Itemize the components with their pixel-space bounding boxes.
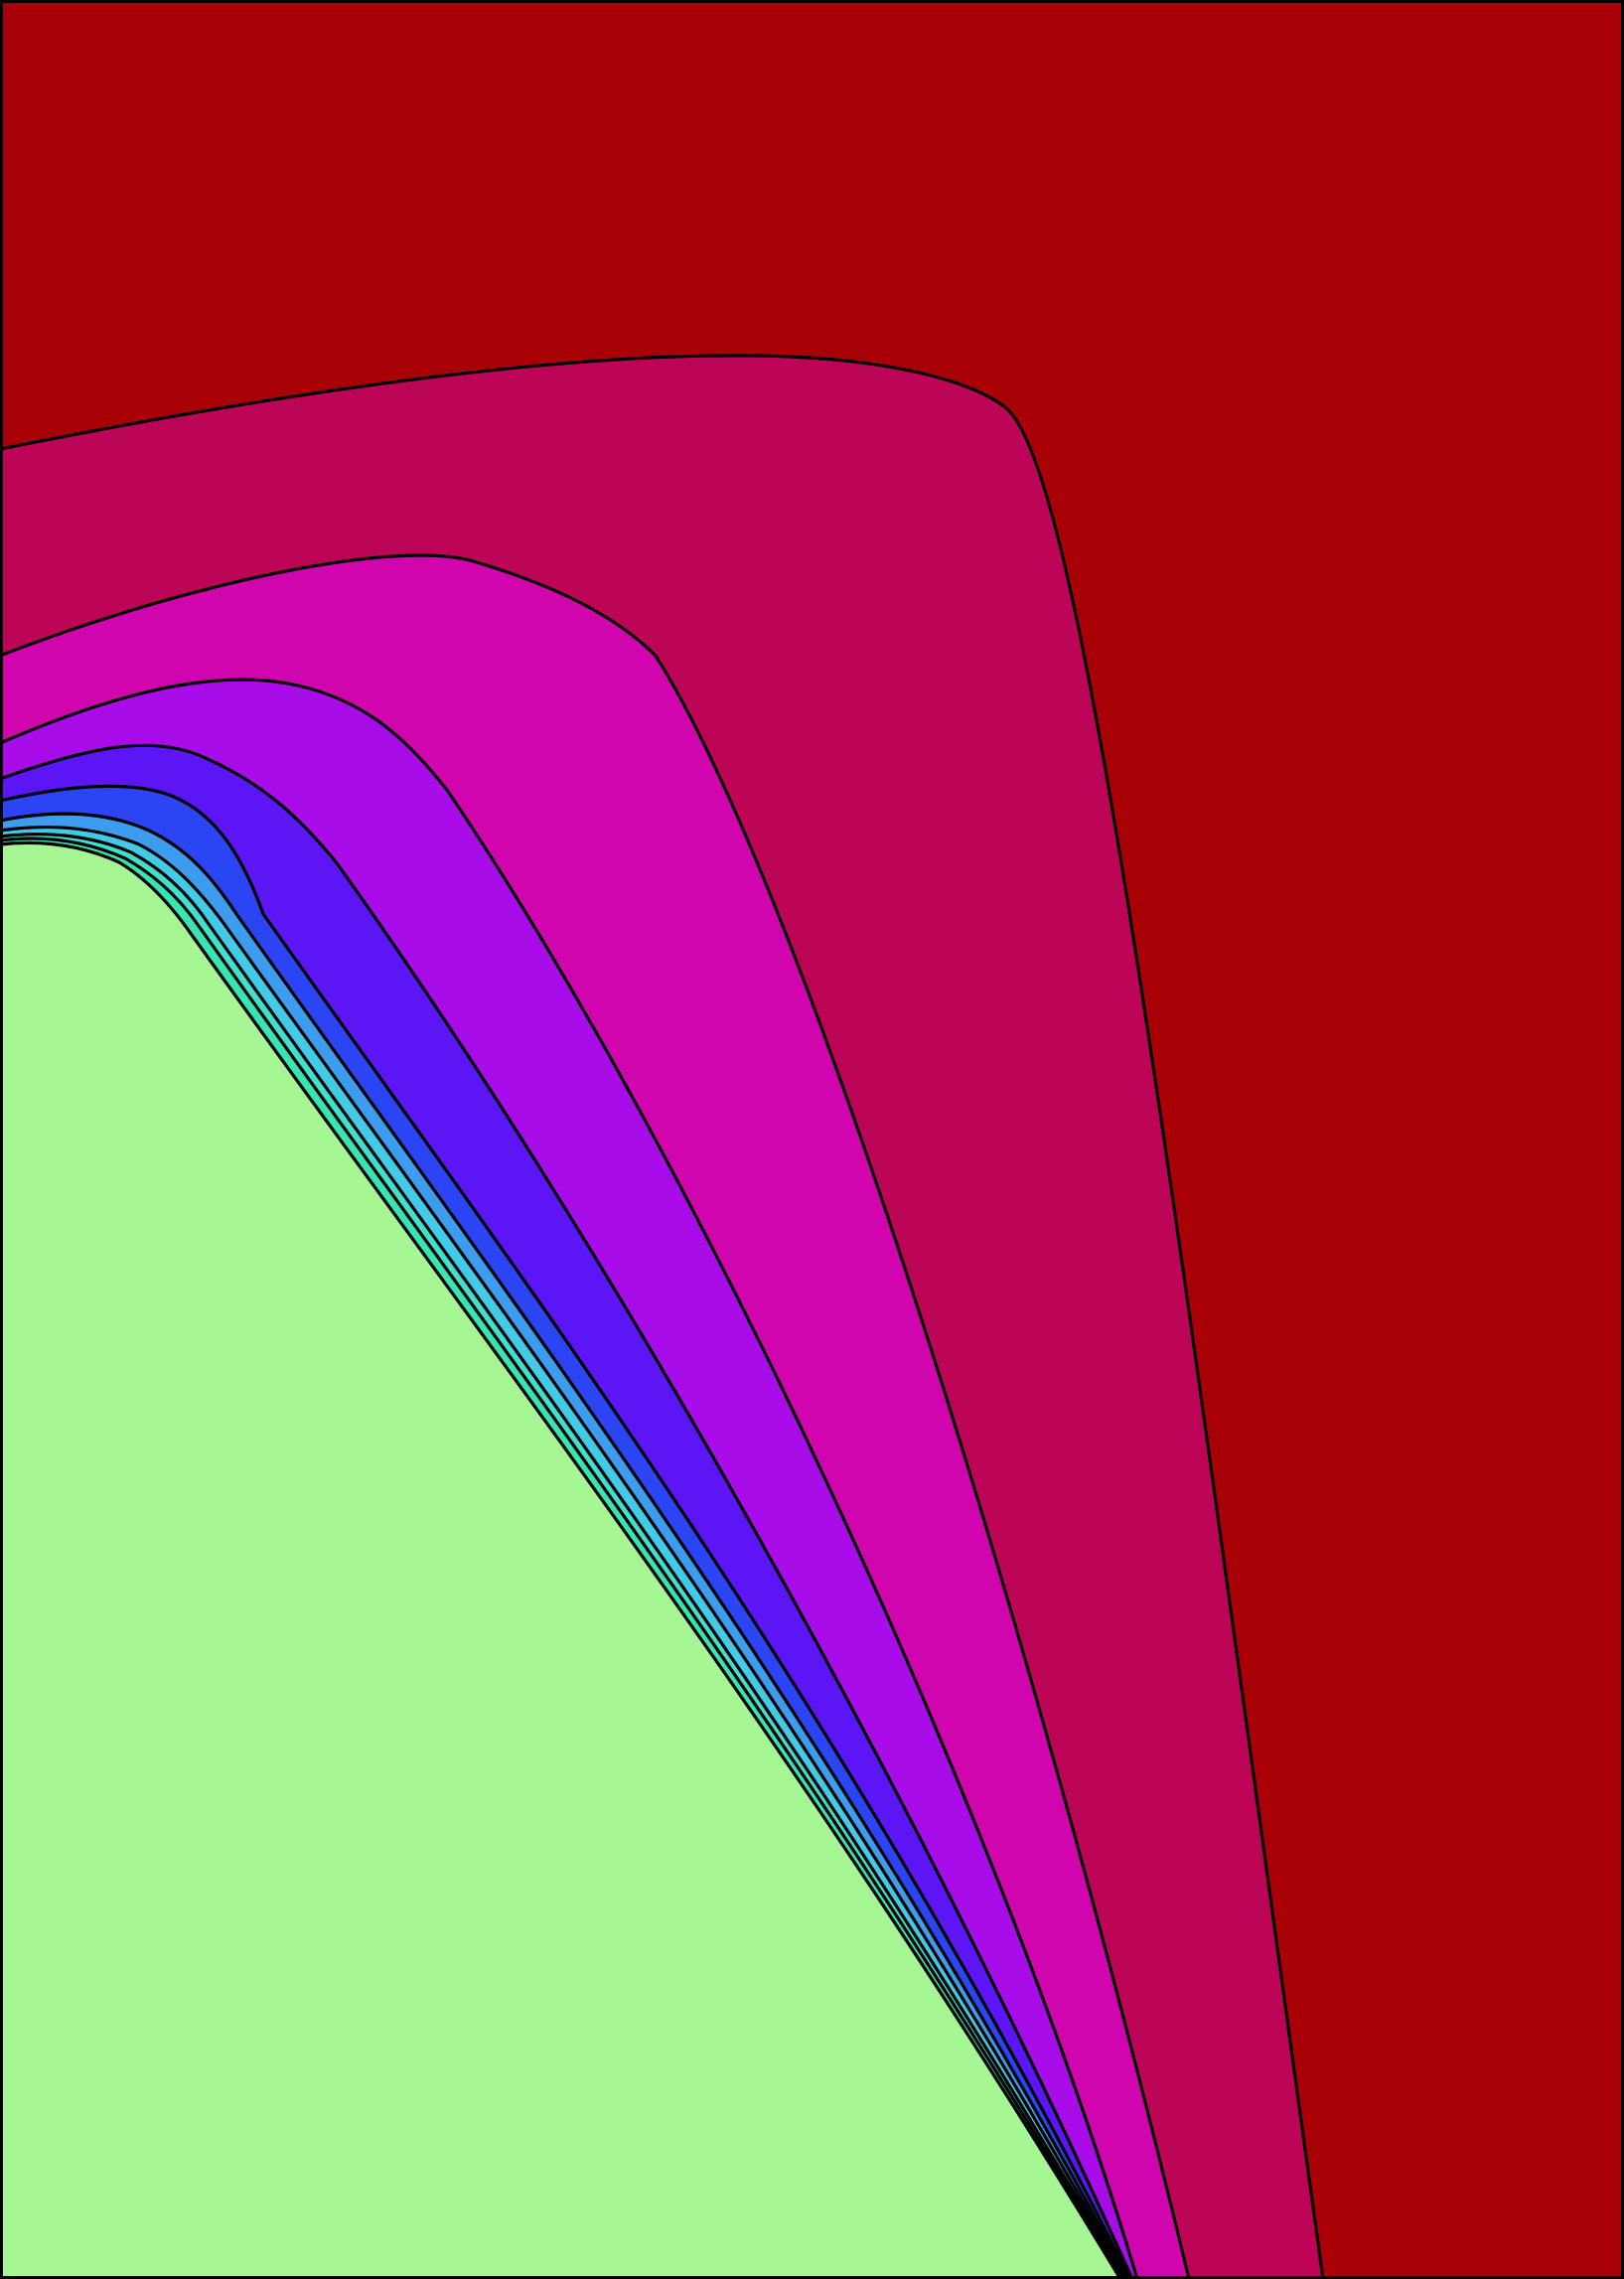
- contour-line-3: [0, 678, 1139, 2279]
- contour-line-9: [0, 836, 1124, 2279]
- contour-line-7: [0, 825, 1128, 2279]
- contour-line-8: [0, 833, 1126, 2279]
- contour-line-5: [0, 784, 1132, 2279]
- contour-line-1: [0, 354, 1325, 2279]
- contour-line-10: [0, 840, 1122, 2279]
- contour-line-4: [0, 743, 1134, 2279]
- contour-band-10: [0, 842, 1120, 2279]
- contour-bands: [0, 354, 1325, 2279]
- contour-line-6: [0, 812, 1130, 2279]
- contour-line-2: [0, 553, 1191, 2279]
